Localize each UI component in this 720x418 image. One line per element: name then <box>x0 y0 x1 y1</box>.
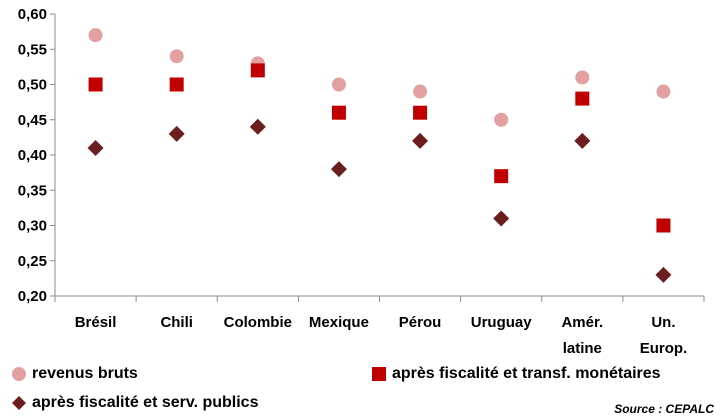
y-tick-label: 0,60 <box>18 6 47 23</box>
point-revenus-bruts <box>575 70 590 85</box>
point-transferts-monetaires <box>656 218 671 233</box>
y-tick-label: 0,40 <box>18 147 47 164</box>
chart-plot: 0,20 0,25 0,30 0,35 0,40 0,45 0,50 0,55 0,60 Brés… <box>18 6 705 357</box>
x-tick-label: Brésil <box>75 314 117 331</box>
x-tick-label: Pérou <box>399 314 442 331</box>
x-tick-label: Uruguay <box>471 314 533 331</box>
x-tick-label: Mexique <box>309 314 369 331</box>
y-tick-label: 0,25 <box>18 253 47 270</box>
point-services-publics <box>330 161 347 178</box>
y-tick-label: 0,55 <box>18 41 47 58</box>
x-tick-label: Amér. <box>561 314 603 331</box>
point-revenus-bruts <box>413 84 428 99</box>
x-tick-label: Chili <box>160 314 193 331</box>
point-revenus-bruts <box>169 49 184 64</box>
point-revenus-bruts <box>656 84 671 99</box>
circle-marker-icon <box>12 366 26 381</box>
square-marker-icon <box>372 366 386 381</box>
point-services-publics <box>574 132 591 149</box>
y-tick-label: 0,20 <box>18 288 47 305</box>
point-services-publics <box>249 118 266 135</box>
point-transferts-monetaires <box>413 105 428 120</box>
legend-item-revenus-bruts: revenus bruts <box>12 365 138 383</box>
point-transferts-monetaires <box>494 169 509 184</box>
point-revenus-bruts <box>331 77 346 92</box>
point-transferts-monetaires <box>331 105 346 120</box>
point-services-publics <box>412 132 429 149</box>
y-tick-label: 0,30 <box>18 218 47 235</box>
diamond-marker-icon <box>12 395 26 410</box>
x-tick-label: Un. <box>651 314 675 331</box>
point-transferts-monetaires <box>169 77 184 92</box>
point-revenus-bruts <box>494 112 509 127</box>
point-transferts-monetaires <box>575 91 590 106</box>
point-services-publics <box>655 266 672 283</box>
legend-item-transferts: après fiscalité et transf. monétaires <box>372 365 661 383</box>
legend-label: revenus bruts <box>32 365 138 382</box>
point-services-publics <box>168 125 185 142</box>
point-services-publics <box>87 139 104 156</box>
point-transferts-monetaires <box>250 63 265 78</box>
point-revenus-bruts <box>88 28 103 43</box>
source-note: Source : CEPALC <box>614 402 714 416</box>
x-tick-label: latine <box>563 340 602 357</box>
legend-label: après fiscalité et serv. publics <box>32 394 259 411</box>
legend-label: après fiscalité et transf. monétaires <box>392 365 661 382</box>
y-tick-label: 0,50 <box>18 77 47 94</box>
y-tick-label: 0,35 <box>18 182 47 199</box>
y-tick-label: 0,45 <box>18 112 47 129</box>
point-transferts-monetaires <box>88 77 103 92</box>
x-tick-label: Colombie <box>224 314 292 331</box>
x-tick-label: Europ. <box>640 340 688 357</box>
point-services-publics <box>493 210 510 227</box>
legend-item-services-publics: après fiscalité et serv. publics <box>12 394 258 412</box>
